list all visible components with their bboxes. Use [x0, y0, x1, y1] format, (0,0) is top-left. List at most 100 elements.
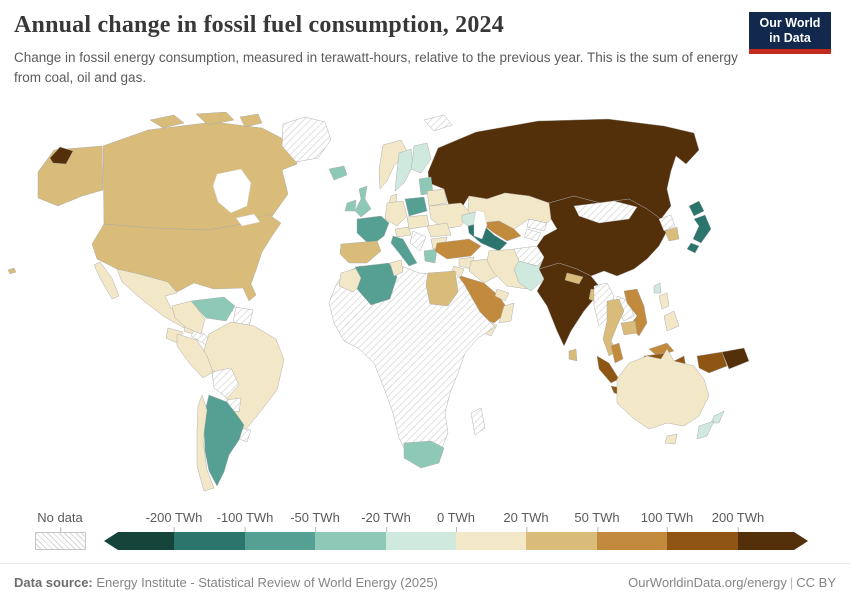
region-svalbard[interactable]	[423, 114, 453, 132]
country-france[interactable]	[356, 215, 390, 247]
country-philippines-luzon[interactable]	[658, 292, 670, 310]
country-new-zealand-north[interactable]	[710, 410, 725, 424]
country-mongolia[interactable]	[573, 200, 638, 224]
country-philippines-mindanao[interactable]	[663, 310, 680, 332]
legend-no-data-label: No data	[37, 510, 83, 532]
country-russia-chukotka[interactable]	[49, 146, 74, 165]
caspian-sea	[473, 209, 488, 240]
region-africa-no-data[interactable]	[328, 262, 496, 464]
great-lakes	[235, 213, 261, 227]
data-source-text: Energy Institute - Statistical Review of…	[92, 574, 438, 590]
legend-tick-label: 20 TWh	[503, 510, 549, 532]
country-australia[interactable]	[616, 348, 710, 430]
country-tajikistan[interactable]	[523, 228, 542, 242]
data-source-label: Data source:	[14, 574, 93, 590]
country-japan-hokkaido[interactable]	[688, 200, 705, 217]
country-canada-arctic2[interactable]	[195, 112, 235, 126]
country-greece[interactable]	[423, 248, 438, 264]
country-germany[interactable]	[384, 200, 408, 227]
country-kyrgyzstan[interactable]	[526, 218, 548, 232]
country-canada-arctic1[interactable]	[149, 114, 185, 129]
country-japan-kyushu[interactable]	[686, 242, 700, 254]
owid-logo-line2: in Data	[769, 30, 811, 45]
legend-bin-segment[interactable]	[385, 532, 457, 550]
world-map	[0, 112, 850, 504]
country-norway[interactable]	[378, 139, 408, 190]
legend-tick-label: -50 TWh	[290, 510, 340, 532]
country-algeria[interactable]	[354, 262, 398, 306]
country-chile[interactable]	[196, 394, 215, 492]
region-west-balkans[interactable]	[409, 230, 427, 252]
legend-tick-label: 200 TWh	[711, 510, 765, 532]
country-japan-honshu[interactable]	[692, 214, 712, 244]
country-australia-tasmania[interactable]	[664, 433, 678, 445]
country-vietnam[interactable]	[623, 288, 648, 337]
country-uzbekistan[interactable]	[480, 220, 522, 242]
data-source: Data source: Energy Institute - Statisti…	[14, 575, 438, 590]
country-uk[interactable]	[354, 185, 372, 218]
legend-bin-segment[interactable]	[244, 532, 316, 550]
country-egypt[interactable]	[425, 270, 459, 307]
legend-bin-segment[interactable]	[667, 532, 738, 550]
country-south-korea[interactable]	[664, 226, 680, 242]
owid-url-link[interactable]: OurWorldinData.org/energy	[628, 574, 787, 590]
owid-logo[interactable]: Our World in Data	[749, 12, 831, 54]
legend-bin-segment[interactable]	[456, 532, 527, 550]
country-nepal[interactable]	[564, 272, 584, 285]
country-south-africa[interactable]	[403, 440, 445, 469]
country-madagascar[interactable]	[470, 407, 486, 436]
legend-bin-segment[interactable]	[738, 532, 808, 550]
country-north-korea[interactable]	[658, 214, 676, 232]
legend-bin-segment[interactable]	[315, 532, 386, 550]
country-romania[interactable]	[426, 222, 452, 238]
country-china[interactable]	[536, 195, 668, 277]
legend-bin-segment[interactable]	[596, 532, 668, 550]
country-malaysia-peninsula[interactable]	[610, 342, 624, 364]
country-bolivia[interactable]	[211, 367, 240, 399]
country-canada-arctic3[interactable]	[239, 113, 263, 128]
country-turkey[interactable]	[434, 238, 482, 260]
legend-tick-label: -100 TWh	[216, 510, 274, 532]
header: Annual change in fossil fuel consumption…	[14, 12, 836, 87]
country-indonesia-sumatra[interactable]	[596, 355, 620, 384]
country-mexico-baja[interactable]	[93, 261, 120, 300]
country-poland[interactable]	[404, 196, 428, 217]
country-cambodia[interactable]	[620, 320, 638, 336]
country-peru[interactable]	[176, 333, 214, 379]
country-papua-new-guinea[interactable]	[721, 347, 750, 370]
license-badge: CC BY	[796, 574, 836, 590]
country-oman[interactable]	[498, 302, 515, 324]
country-finland[interactable]	[410, 142, 432, 174]
country-sweden[interactable]	[394, 148, 414, 192]
country-colombia[interactable]	[171, 300, 206, 335]
country-ukraine[interactable]	[428, 202, 472, 230]
region-alpine[interactable]	[394, 226, 412, 238]
region-gulf-states[interactable]	[494, 288, 510, 302]
country-greenland[interactable]	[281, 116, 332, 163]
country-ireland[interactable]	[344, 199, 357, 212]
country-usa-hawaii[interactable]	[7, 267, 17, 275]
country-belarus[interactable]	[426, 188, 448, 207]
country-tunisia[interactable]	[389, 259, 404, 277]
legend-bin-segment[interactable]	[104, 532, 175, 550]
country-new-zealand-south[interactable]	[696, 420, 715, 440]
country-taiwan[interactable]	[653, 282, 662, 294]
footer: Data source: Energy Institute - Statisti…	[0, 563, 850, 600]
legend: No data -200 TWh -100 TWh -50 TWh -20 TW…	[0, 508, 850, 556]
region-czechia-hungary[interactable]	[406, 214, 430, 230]
country-iceland[interactable]	[328, 165, 348, 181]
footer-separator: |	[789, 574, 794, 590]
legend-bin-segment[interactable]	[526, 532, 597, 550]
page-subtitle: Change in fossil energy consumption, mea…	[14, 50, 738, 85]
country-indonesia-papua[interactable]	[696, 351, 728, 374]
country-sri-lanka[interactable]	[568, 348, 578, 362]
legend-tick-label: -20 TWh	[361, 510, 411, 532]
legend-colorbar	[104, 532, 808, 550]
legend-no-data-swatch[interactable]	[35, 532, 86, 550]
country-denmark[interactable]	[388, 193, 398, 204]
legend-bin-segment[interactable]	[174, 532, 245, 550]
region-iberia[interactable]	[339, 240, 382, 264]
country-italy[interactable]	[390, 235, 418, 267]
legend-tick-label: -200 TWh	[145, 510, 203, 532]
